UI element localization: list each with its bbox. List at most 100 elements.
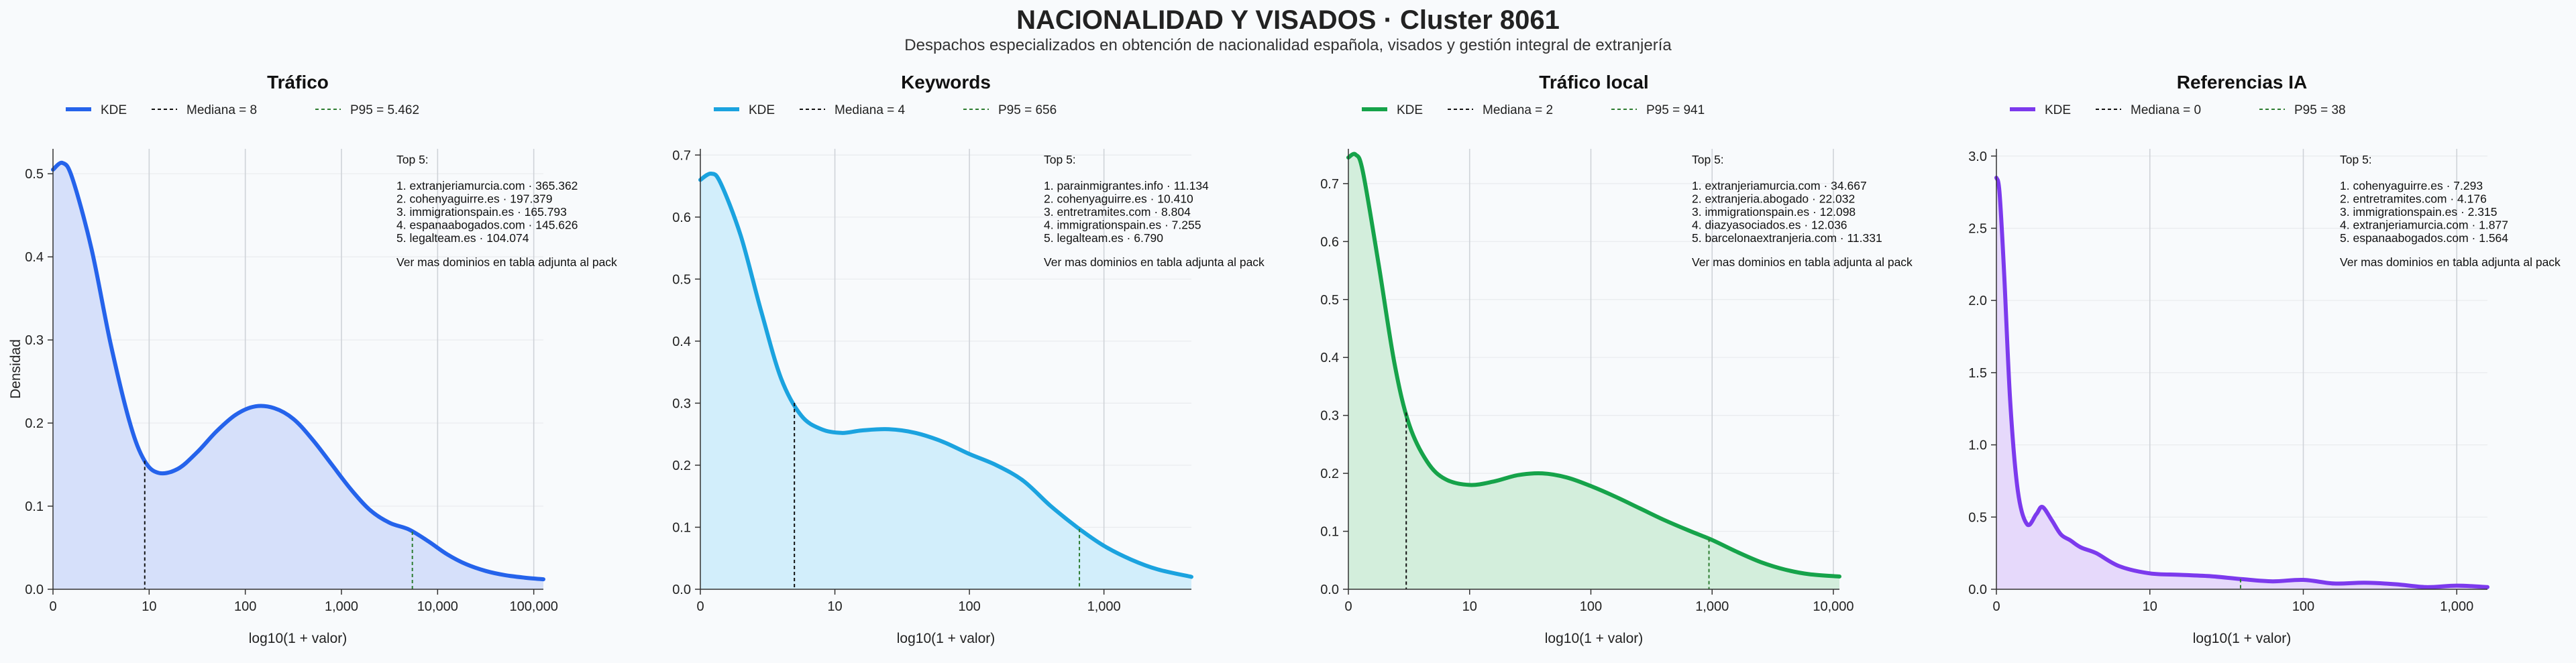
y-tick-label: 2.0 xyxy=(1968,294,1987,308)
top5-item: 2. entretramites.com · 4.176 xyxy=(2340,192,2487,206)
top5-item: 3. immigrationspain.es · 2.315 xyxy=(2340,205,2497,219)
legend: KDE Mediana = 4 P95 = 656 xyxy=(714,103,1057,117)
y-tick-label: 0.1 xyxy=(672,520,691,535)
y-tick-label: 0.4 xyxy=(25,250,44,265)
legend-p95-label: P95 = 941 xyxy=(1646,103,1705,117)
top5-item: 5. legalteam.es · 104.074 xyxy=(396,231,529,245)
top5-heading: Top 5: xyxy=(396,153,429,166)
top5-footer: Ver mas dominios en tabla adjunta al pac… xyxy=(2340,255,2561,269)
kde-line xyxy=(51,160,545,582)
x-tick-label: 1,000 xyxy=(2440,599,2473,614)
x-tick-label: 10,000 xyxy=(1813,599,1854,614)
panel-title: Tráfico xyxy=(267,72,329,93)
x-axis-label: log10(1 + valor) xyxy=(2193,631,2292,646)
x-tick-label: 10,000 xyxy=(417,599,458,614)
page-subtitle: Despachos especializados en obtención de… xyxy=(904,36,1672,54)
top5-heading: Top 5: xyxy=(1044,153,1076,166)
legend-kde-label: KDE xyxy=(749,103,775,117)
legend-p95-label: P95 = 5.462 xyxy=(350,103,419,117)
x-tick-label: 10 xyxy=(142,599,156,614)
top5-annotation: Top 5: 1. parainmigrantes.info · 11.1342.… xyxy=(1044,153,1265,269)
y-tick-label: 0.2 xyxy=(1320,467,1339,481)
x-tick-label: 10 xyxy=(827,599,842,614)
kde-line xyxy=(698,172,1193,579)
legend-p95-label: P95 = 656 xyxy=(998,103,1057,117)
top5-item: 5. barcelonaextranjeria.com · 11.331 xyxy=(1692,231,1882,245)
top5-item: 3. immigrationspain.es · 12.098 xyxy=(1692,205,1856,219)
top5-item: 2. cohenyaguirre.es · 10.410 xyxy=(1044,192,1193,206)
legend-kde-label: KDE xyxy=(2045,103,2071,117)
top5-footer: Ver mas dominios en tabla adjunta al pac… xyxy=(396,255,617,269)
kde-line xyxy=(1994,176,2489,589)
y-tick-label: 0.0 xyxy=(1968,583,1987,597)
y-tick-label: 0.1 xyxy=(25,499,44,514)
legend: KDE Mediana = 0 P95 = 38 xyxy=(2010,103,2346,117)
y-tick-label: 0.6 xyxy=(672,210,691,225)
legend: KDE Mediana = 8 P95 = 5.462 xyxy=(66,103,419,117)
legend: KDE Mediana = 2 P95 = 941 xyxy=(1362,103,1705,117)
top5-heading: Top 5: xyxy=(1692,153,1724,166)
y-tick-label: 0.6 xyxy=(1320,235,1339,249)
x-tick-label: 10 xyxy=(1462,599,1477,614)
top5-item: 5. legalteam.es · 6.790 xyxy=(1044,231,1163,245)
top5-item: 4. immigrationspain.es · 7.255 xyxy=(1044,219,1201,232)
top5-annotation: Top 5: 1. extranjeriamurcia.com · 365.362… xyxy=(396,153,617,269)
kde-area xyxy=(1996,178,2487,590)
x-tick-label: 100 xyxy=(2292,599,2314,614)
chart-panel-4: Referencias IA KDE Mediana = 0 P95 = 38 0.0 0… xyxy=(1968,72,2561,646)
top5-item: 1. extranjeriamurcia.com · 365.362 xyxy=(396,179,578,192)
x-tick-label: 0 xyxy=(1344,599,1352,614)
y-axis-label: Densidad xyxy=(8,339,23,399)
top5-item: 5. espanaabogados.com · 1.564 xyxy=(2340,231,2508,245)
y-tick-label: 0.4 xyxy=(672,335,691,349)
y-tick-label: 0.2 xyxy=(25,416,44,431)
legend-p95-label: P95 = 38 xyxy=(2294,103,2346,117)
kde-area xyxy=(53,162,543,589)
top5-item: 1. extranjeriamurcia.com · 34.667 xyxy=(1692,179,1867,192)
x-axis-label: log10(1 + valor) xyxy=(897,631,996,646)
top5-footer: Ver mas dominios en tabla adjunta al pac… xyxy=(1692,255,1913,269)
chart-panel-3: Tráfico local KDE Mediana = 2 P95 = 941 0.0 0… xyxy=(1320,72,1913,646)
y-tick-label: 0.3 xyxy=(672,396,691,411)
x-tick-label: 100 xyxy=(958,599,980,614)
y-tick-label: 0.2 xyxy=(672,459,691,473)
top5-footer: Ver mas dominios en tabla adjunta al pac… xyxy=(1044,255,1265,269)
y-tick-label: 0.5 xyxy=(1968,510,1987,525)
panel-title: Referencias IA xyxy=(2177,72,2308,93)
top5-heading: Top 5: xyxy=(2340,153,2372,166)
legend-kde-label: KDE xyxy=(1397,103,1423,117)
y-tick-label: 0.3 xyxy=(25,333,44,348)
y-tick-label: 0.1 xyxy=(1320,525,1339,540)
page-title: NACIONALIDAD Y VISADOS · Cluster 8061 xyxy=(1016,5,1560,35)
legend-median-label: Mediana = 8 xyxy=(186,103,257,117)
y-tick-label: 1.0 xyxy=(1968,438,1987,453)
x-tick-label: 1,000 xyxy=(1087,599,1121,614)
top5-item: 1. parainmigrantes.info · 11.134 xyxy=(1044,179,1209,192)
legend-median-label: Mediana = 2 xyxy=(1483,103,1553,117)
y-tick-label: 0.4 xyxy=(1320,351,1339,365)
top5-item: 3. immigrationspain.es · 165.793 xyxy=(396,205,567,219)
top5-item: 4. diazyasociados.es · 12.036 xyxy=(1692,219,1847,232)
y-tick-label: 0.5 xyxy=(1320,293,1339,308)
top5-item: 2. cohenyaguirre.es · 197.379 xyxy=(396,192,553,206)
y-tick-label: 0.7 xyxy=(1320,177,1339,192)
x-tick-label: 100,000 xyxy=(510,599,558,614)
x-tick-label: 100 xyxy=(234,599,256,614)
y-tick-label: 0.3 xyxy=(1320,409,1339,424)
legend-kde-label: KDE xyxy=(101,103,127,117)
panel-title: Tráfico local xyxy=(1539,72,1648,93)
y-tick-label: 1.5 xyxy=(1968,366,1987,381)
y-tick-label: 0.0 xyxy=(672,583,691,597)
chart-panel-2: Keywords KDE Mediana = 4 P95 = 656 0.0 0.1 0.2… xyxy=(672,72,1265,646)
x-tick-label: 0 xyxy=(696,599,704,614)
x-tick-label: 0 xyxy=(1992,599,2000,614)
top5-item: 4. espanaabogados.com · 145.626 xyxy=(396,219,578,232)
y-tick-label: 2.5 xyxy=(1968,221,1987,236)
x-axis-label: log10(1 + valor) xyxy=(249,631,347,646)
x-tick-label: 10 xyxy=(2143,599,2157,614)
kde-area xyxy=(1348,154,1839,590)
y-tick-label: 0.0 xyxy=(25,583,44,597)
x-tick-label: 100 xyxy=(1580,599,1602,614)
